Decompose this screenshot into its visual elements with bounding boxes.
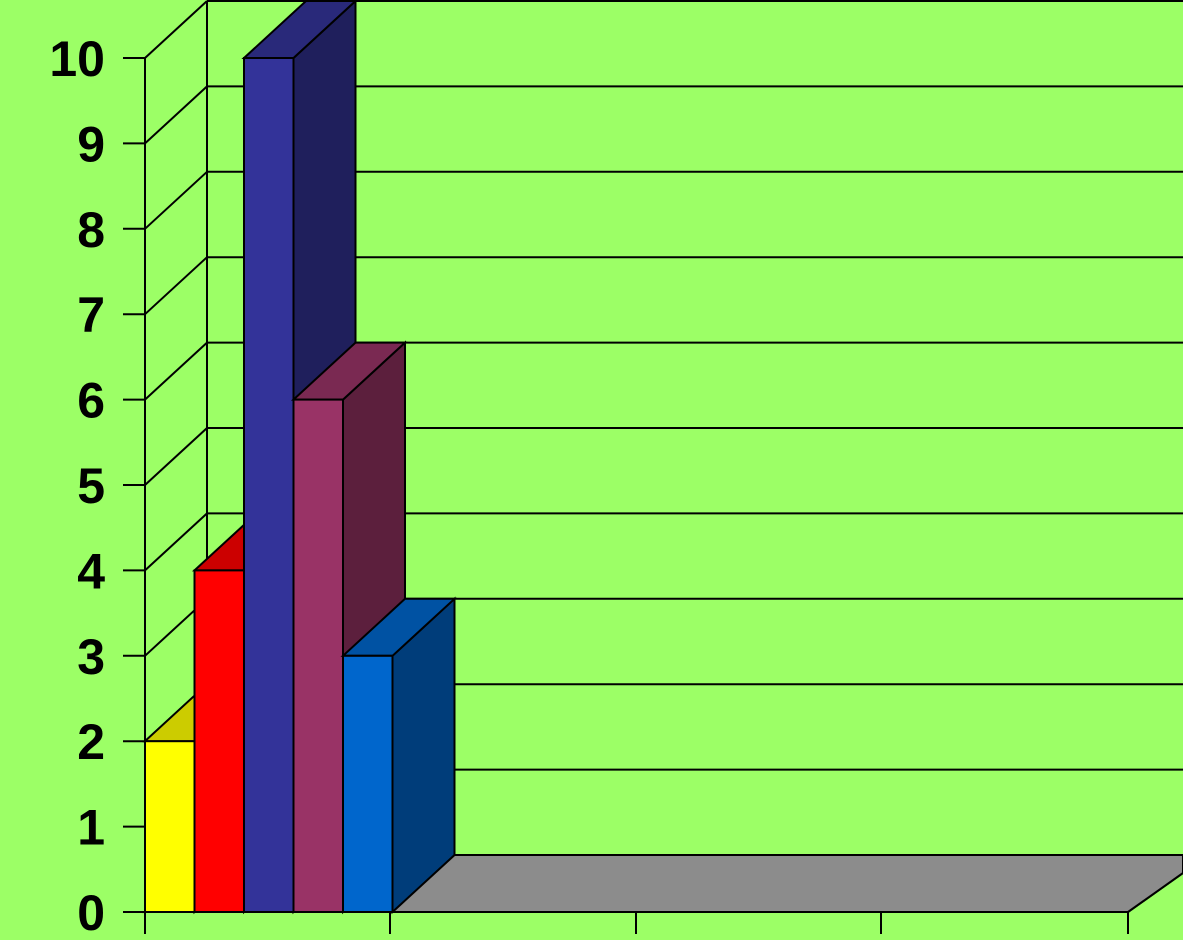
- y-tick-label: 2: [77, 714, 105, 770]
- y-tick-label: 3: [77, 629, 105, 685]
- y-tick-label: 4: [77, 543, 105, 599]
- gridline-side: [144, 85, 208, 145]
- bar-front: [342, 654, 394, 913]
- gridline-side: [144, 171, 208, 230]
- y-tick-label: 9: [77, 116, 105, 172]
- y-tick-label: 6: [77, 373, 105, 429]
- y-tick-label: 0: [77, 885, 105, 940]
- bar-front: [144, 740, 196, 914]
- y-tick-label: 7: [77, 287, 105, 343]
- y-tick-label: 8: [77, 202, 105, 258]
- y-tick-label: 1: [77, 800, 105, 856]
- gridline-side: [144, 427, 208, 486]
- gridline-side: [144, 512, 208, 572]
- y-tick-label: 5: [77, 458, 105, 514]
- y-axis-ticks: 0 1 2 3 4 5 6 7 8 9 10: [49, 31, 105, 940]
- gridline-side: [144, 256, 208, 315]
- gridline-side: [144, 341, 208, 401]
- bar-front: [193, 569, 245, 914]
- bar: [340, 596, 458, 915]
- bar-front: [292, 398, 344, 914]
- gridline-side: [144, 0, 208, 59]
- bar-series: [142, 0, 458, 915]
- y-tick-label: 10: [49, 31, 105, 87]
- bar-front: [243, 57, 295, 913]
